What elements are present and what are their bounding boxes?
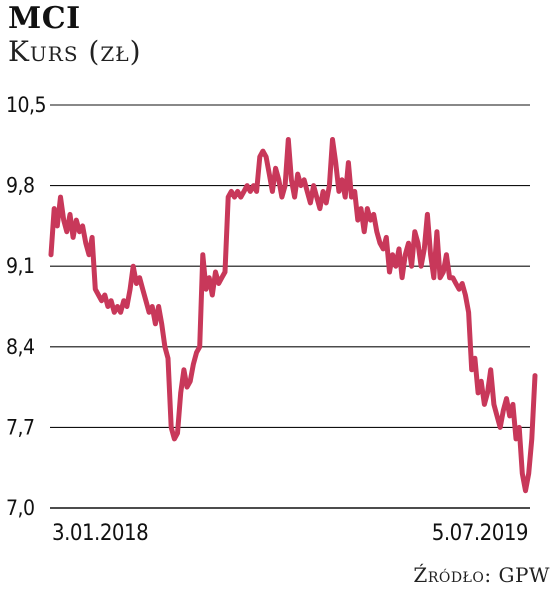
y-tick-label: 9,8 (6, 174, 35, 198)
series-line (48, 137, 538, 494)
x-axis-tick-labels: 3.01.2018 5.07.2019 (52, 521, 529, 546)
y-tick-label: 8,4 (6, 335, 35, 359)
source-note: Źródło: GPW (413, 563, 550, 587)
y-axis-tick-labels: 10,5 9,8 9,1 8,4 7,7 7,0 (6, 93, 47, 520)
y-tick-label: 7,0 (6, 496, 35, 520)
y-tick-label: 10,5 (6, 93, 46, 117)
y-tick-label: 9,1 (6, 254, 35, 278)
y-tick-label: 7,7 (6, 415, 35, 439)
chart-title: MCI (8, 1, 81, 36)
series-group (48, 137, 538, 494)
x-tick-label: 5.07.2019 (432, 521, 528, 546)
chart-subtitle: Kurs (zł) (8, 35, 142, 68)
x-tick-label: 3.01.2018 (52, 521, 148, 546)
